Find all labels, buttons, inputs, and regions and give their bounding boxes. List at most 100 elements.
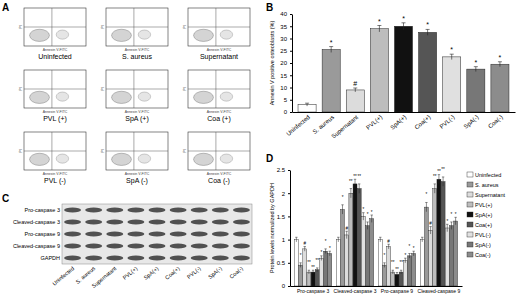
blot-band [106,220,123,225]
axis-line [293,112,516,113]
plot-frame [106,132,168,170]
blot-band [233,256,250,261]
annotation: ** [399,260,403,265]
cell-cluster [194,153,214,165]
legend-item: PVL(-) [467,232,491,238]
blot-band [85,232,102,237]
cell-cluster [112,153,132,165]
bar [387,247,391,286]
axis-line [290,171,291,287]
annotation: * [499,54,502,61]
bar [322,50,340,112]
blot-band [212,244,229,249]
blot-band [85,208,102,213]
error-bar [379,237,381,242]
plot-label: Uninfected [38,53,72,60]
tick: 10 [280,85,292,91]
axis-title: PI [101,87,105,90]
annotation: # [303,241,306,246]
error-bar [400,270,402,274]
error-bar [404,258,406,263]
blot-band [191,244,208,249]
flow-plot: Annexin V-FITCPISpA (+) [101,70,168,123]
annotation: # [387,239,390,244]
tick: Coa(+) [414,112,432,130]
annotation: ** [441,167,445,172]
error-bar [358,184,360,193]
legend-swatch [467,172,473,177]
tick: 0 [282,283,290,289]
blot-lane-label: Coa(+) [164,265,181,281]
axis-title: PI [183,149,187,152]
axis-title: PI [19,25,23,28]
tick: 40 [280,11,292,17]
error-bar [299,263,301,268]
chart-b: 0510152025303540UninfectedS. aureusSuper… [269,11,516,139]
annotation: * [330,39,333,46]
tick-label: 1 [282,237,286,243]
tick-mark [288,193,290,194]
tick-mark [288,240,290,241]
axis-line [292,15,293,113]
tick-mark [290,112,292,113]
blot-lane-label: Supernatant [91,265,118,289]
annotation: # [429,221,432,226]
flow-plot: Annexin V-FITCPISpA (-) [101,132,168,185]
tick-label: 2 [282,191,286,197]
tick-label: Cleaved-caspase 3 [334,288,377,294]
error-bar [312,270,314,274]
bar [299,265,303,286]
blot-band [127,208,144,213]
blot-row-label: Cleaved-caspase 9 [13,243,60,249]
tick-label: Supernatant [330,114,359,140]
annotation: * [404,253,406,258]
error-bar [362,213,364,220]
error-bar [396,273,398,277]
legend-label: SpA(-) [475,242,491,248]
tick: 2.5 [277,167,290,173]
bar [443,57,461,112]
legend-swatch [467,222,473,227]
blot-band [212,256,229,261]
annotation: * [342,195,344,200]
cell-cluster [30,153,50,165]
bar [294,240,298,286]
tick-label: SpA(-) [463,114,480,130]
tick-mark [290,63,292,64]
annotation: ** [357,174,361,179]
bar [454,221,458,286]
blot-band [191,232,208,237]
error-bar [337,237,339,242]
bar [311,272,315,286]
blot-band [106,244,123,249]
annotation: * [409,244,411,249]
blot-band [64,244,81,249]
legend-label: Supernatant [475,192,505,198]
cell-cluster [194,29,214,41]
error-bar [377,26,381,32]
error-bar [329,47,333,53]
blot-band [191,220,208,225]
plot-label: PVL (-) [44,177,66,185]
quadrant-line [24,151,86,152]
flow-panel: Annexin V-FITC PI Uninfected Annexin V-FITC… [19,8,250,185]
bar [399,272,403,286]
axis-title: Annexin V-FITC [125,48,150,52]
flow-plot: Annexin V-FITCPISupernatant [183,8,250,61]
bar [357,189,361,286]
plot-frame [24,132,86,170]
annotation: ** [395,267,399,272]
blot-band [127,220,144,225]
error-bar [305,103,309,106]
tick-mark [290,88,292,89]
error-bar [438,175,440,184]
tick-label: SpA(+) [389,114,407,131]
tick-label: 35 [280,24,287,30]
blot-band [127,256,144,261]
tick: 5 [284,97,292,103]
error-bar [329,251,331,256]
cell-cluster [220,92,232,101]
error-bar [425,202,427,211]
error-bar [434,184,436,193]
annotation: * [371,210,373,215]
